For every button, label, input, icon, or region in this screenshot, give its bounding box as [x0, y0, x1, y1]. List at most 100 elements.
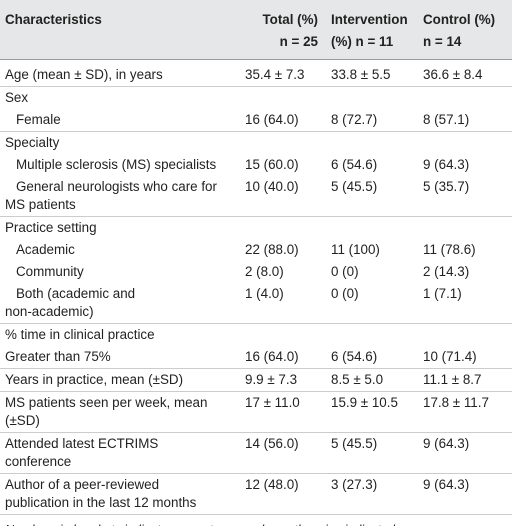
cell	[240, 132, 326, 155]
cell: 17.8 ± 11.7	[418, 391, 512, 433]
row-label: Community	[0, 261, 240, 283]
row-label: Both (academic and non-academic)	[0, 283, 240, 324]
cell	[418, 324, 512, 347]
text-line: n = 25	[279, 34, 318, 49]
cell: 16 (64.0)	[240, 109, 326, 132]
cell: 9.9 ± 7.3	[240, 368, 326, 392]
text-line: % time in clinical practice	[5, 327, 155, 342]
row-label: Author of a peer-reviewed publication in …	[0, 473, 240, 515]
text-line: publication in the last 12 months	[5, 495, 197, 510]
section-row: Specialty	[0, 132, 512, 155]
text-line: Specialty	[5, 135, 60, 150]
cell: 17 ± 11.0	[240, 391, 326, 433]
cell: 9 (64.3)	[418, 473, 512, 515]
cell: 8 (72.7)	[326, 109, 418, 132]
text-line: conference	[5, 454, 72, 469]
text-line: Community	[16, 264, 84, 279]
cell: 8.5 ± 5.0	[326, 368, 418, 392]
text-line: n = 14	[423, 34, 462, 49]
cell: 5 (35.7)	[418, 176, 512, 217]
cell: 12 (48.0)	[240, 473, 326, 515]
cell: 35.4 ± 7.3	[240, 59, 326, 87]
table: Characteristics Total (%) n = 25 Interventi…	[0, 0, 512, 515]
text-line: Control (%)	[423, 12, 496, 27]
table-row: Author of a peer-reviewed publication in …	[0, 473, 512, 515]
text-line: (%) n = 11	[331, 34, 394, 49]
cell	[326, 132, 418, 155]
row-label: Attended latest ECTRIMS conference	[0, 432, 240, 474]
cell: 15 (60.0)	[245, 157, 299, 172]
row-label: Years in practice, mean (±SD)	[0, 368, 240, 392]
cell: 2 (14.3)	[423, 264, 470, 279]
cell: 1 (4.0)	[240, 283, 326, 324]
table-body: Age (mean ± SD), in years 35.4 ± 7.3 33.8 …	[0, 59, 512, 515]
cell	[326, 324, 418, 347]
table-row: Multiple sclerosis (MS) specialists 15 (6…	[0, 154, 512, 176]
text-line: General neurologists who care for	[16, 179, 217, 194]
cell: 9 (64.3)	[418, 432, 512, 474]
cell: 3 (27.3)	[326, 473, 418, 515]
table-row: Both (academic and non-academic) 1 (4.0) 0 …	[0, 283, 512, 324]
cell: 11.1 ± 8.7	[418, 368, 512, 392]
header-row: Characteristics Total (%) n = 25 Interventi…	[0, 0, 512, 60]
row-label: Age (mean ± SD), in years	[0, 59, 240, 87]
row-label: Female	[0, 109, 240, 132]
table-row: Attended latest ECTRIMS conference 14 (56.…	[0, 432, 512, 474]
table-row: Greater than 75% 16 (64.0) 6 (54.6) 10 (71.…	[0, 346, 512, 369]
text-line: Multiple sclerosis (MS) specialists	[16, 157, 217, 172]
text-line: Female	[16, 112, 61, 127]
cell	[418, 217, 512, 240]
column-header: Total (%) n = 25	[240, 0, 326, 60]
cell: 0 (0)	[331, 264, 359, 279]
text-line: (±SD)	[5, 413, 40, 428]
section-row: Sex	[0, 87, 512, 110]
text-line: Characteristics	[5, 12, 102, 27]
text-line: Author of a peer-reviewed	[5, 477, 160, 492]
text-line: Sex	[5, 90, 29, 105]
row-label: % time in clinical practice	[0, 324, 240, 347]
row-label: Multiple sclerosis (MS) specialists	[0, 154, 240, 176]
cell	[240, 324, 326, 347]
table-row: Female 16 (64.0) 8 (72.7) 8 (57.1)	[0, 109, 512, 132]
cell: 6 (54.6)	[331, 157, 378, 172]
text-line: Academic	[16, 242, 75, 257]
row-label: Specialty	[0, 132, 240, 155]
row-label: Academic	[0, 239, 240, 261]
text-line: Age (mean ± SD), in years	[5, 67, 163, 82]
text-line: non-academic)	[5, 304, 94, 319]
cell: 15.9 ± 10.5	[326, 391, 418, 433]
cell: 11 (78.6)	[423, 242, 476, 257]
text-line: Practice setting	[5, 220, 97, 235]
table-row: MS patients seen per week, mean (±SD) 17 ±…	[0, 391, 512, 433]
cell: 1 (7.1)	[418, 283, 512, 324]
table-row: Community 2 (8.0) 0 (0) 2 (14.3)	[0, 261, 512, 283]
cell: 11 (100)	[331, 242, 380, 257]
row-label: General neurologists who care for MS pati…	[0, 176, 240, 217]
text-line: Greater than 75%	[5, 349, 111, 364]
cell: 22 (88.0)	[245, 242, 299, 257]
text-line: Years in practice, mean (±SD)	[5, 372, 184, 387]
cell	[326, 217, 418, 240]
cell	[418, 87, 512, 110]
row-label: Practice setting	[0, 217, 240, 240]
table-row: Years in practice, mean (±SD) 9.9 ± 7.3 8.…	[0, 368, 512, 392]
cell	[240, 87, 326, 110]
text-line: MS patients seen per week, mean	[5, 395, 208, 410]
row-label: Sex	[0, 87, 240, 110]
column-header: Intervention (%) n = 11	[326, 0, 418, 60]
text-line: Both (academic and	[16, 286, 136, 301]
text-line: Total (%)	[262, 12, 318, 27]
column-header: Characteristics	[0, 0, 240, 60]
cell: 8 (57.1)	[418, 109, 512, 132]
table-row: General neurologists who care for MS pati…	[0, 176, 512, 217]
cell	[326, 87, 418, 110]
table-row: Age (mean ± SD), in years 35.4 ± 7.3 33.8 …	[0, 59, 512, 87]
cell: 14 (56.0)	[240, 432, 326, 474]
section-row: % time in clinical practice	[0, 324, 512, 347]
text-line: Attended latest ECTRIMS	[5, 436, 159, 451]
column-header: Control (%) n = 14	[418, 0, 512, 60]
cell	[240, 217, 326, 240]
cell: 36.6 ± 8.4	[418, 59, 512, 87]
cell: 5 (45.5)	[326, 176, 418, 217]
